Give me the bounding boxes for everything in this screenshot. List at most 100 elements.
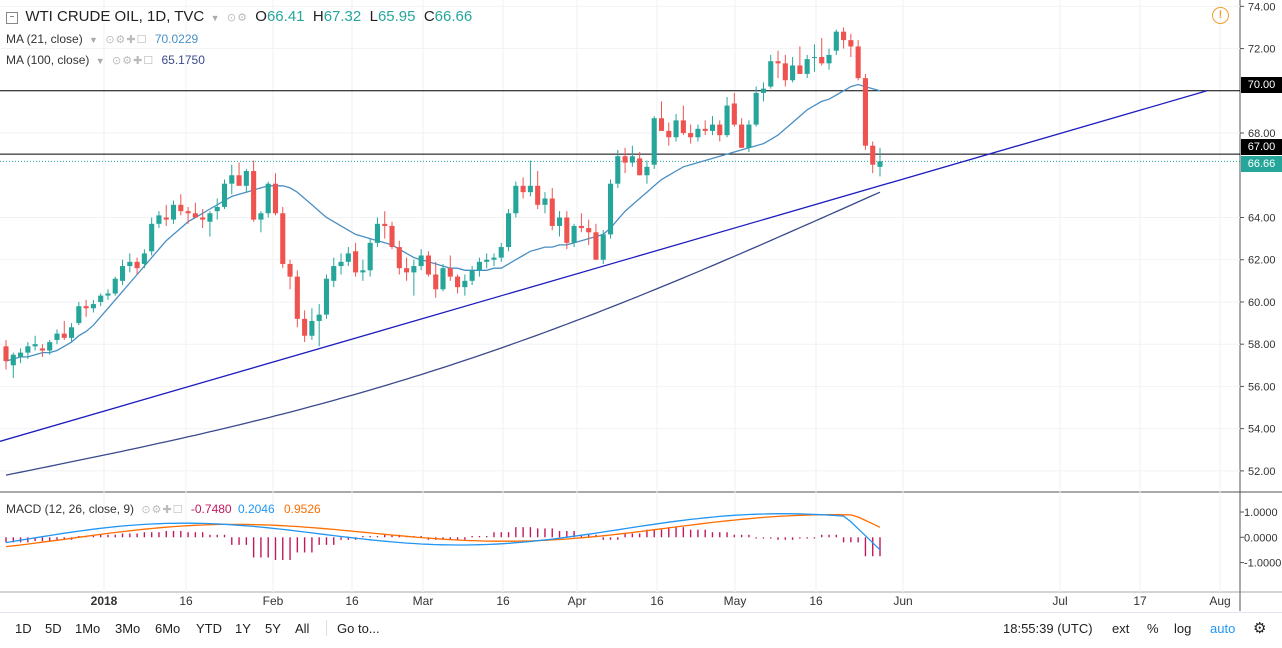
candle-body — [156, 215, 162, 224]
range-1d[interactable]: 1D — [15, 621, 32, 636]
candle-body — [622, 156, 628, 163]
candle-body — [491, 257, 497, 260]
ma21-value: 70.0229 — [154, 32, 199, 46]
candle-body — [731, 103, 737, 125]
price-tick-label: 56.00 — [1248, 381, 1276, 393]
candle-body — [877, 161, 883, 167]
bottom-toolbar: 1D 5D 1Mo 3Mo 6Mo YTD 1Y 5Y All Go to...… — [0, 612, 1282, 644]
candle-body — [265, 183, 271, 214]
range-all[interactable]: All — [295, 621, 310, 636]
candle-body — [178, 204, 184, 212]
range-3mo[interactable]: 3Mo — [115, 621, 141, 636]
price-tag-70: 70.00 — [1241, 77, 1282, 93]
candle-body — [367, 242, 373, 271]
ohlc-high: H67.32 — [312, 8, 362, 25]
candle-body — [629, 156, 635, 163]
candle-body — [207, 213, 213, 222]
candle-body — [658, 118, 665, 131]
time-tick-label: 16 — [345, 594, 359, 608]
candle-body — [607, 183, 614, 235]
candle-body — [294, 276, 300, 319]
candle-body — [170, 204, 177, 220]
range-6mo[interactable]: 6Mo — [155, 621, 181, 636]
price-tick-label: 62.00 — [1248, 255, 1276, 267]
candle-body — [374, 223, 380, 243]
ohlc-low: L65.95 — [369, 8, 416, 25]
range-1y[interactable]: 1Y — [235, 621, 251, 636]
ma100-dropdown-icon[interactable]: ▼ — [95, 56, 105, 66]
candle-body — [564, 217, 570, 243]
candle-body — [302, 318, 308, 336]
candle-body — [214, 206, 220, 212]
candle-body — [819, 57, 825, 64]
price-tick-label: 60.00 — [1248, 297, 1276, 309]
candle-body — [644, 166, 650, 176]
candle-body — [323, 278, 330, 315]
candle-body — [680, 120, 686, 134]
symbol-dropdown-icon[interactable]: ▼ — [210, 13, 220, 23]
ohlc-close: C66.66 — [423, 8, 473, 25]
candle-body — [338, 261, 344, 267]
range-5d[interactable]: 5D — [45, 621, 62, 636]
ma21-control-icons[interactable]: ⊙⚙✚☐ — [105, 34, 148, 46]
candle-body — [134, 261, 140, 269]
candle-body — [418, 255, 424, 267]
log-toggle[interactable]: log — [1174, 621, 1192, 636]
candle-body — [542, 198, 548, 205]
candle-body — [141, 253, 147, 264]
range-ytd[interactable]: YTD — [196, 621, 222, 636]
candle-body — [775, 61, 781, 64]
candle-body — [578, 225, 584, 229]
candle-body — [498, 247, 504, 258]
ma21-label[interactable]: MA (21, close) — [6, 32, 83, 46]
candle-body — [236, 175, 242, 186]
ma100-control-icons[interactable]: ⊙⚙✚☐ — [111, 55, 155, 67]
macd-label[interactable]: MACD (12, 26, close, 9) — [6, 502, 135, 516]
ma21-legend: MA (21, close) ▼ ⊙⚙✚☐ 70.0229 — [6, 32, 198, 46]
candle-body — [855, 46, 861, 79]
symbol-title[interactable]: WTI CRUDE OIL, 1D, TVC — [25, 8, 205, 25]
collapse-icon[interactable]: − — [6, 11, 18, 24]
ma100-label[interactable]: MA (100, close) — [6, 53, 90, 67]
candle-body — [105, 293, 111, 296]
candle-body — [535, 185, 541, 205]
time-tick-label: Apr — [568, 594, 587, 608]
alert-icon[interactable]: ! — [1212, 7, 1229, 24]
candle-body — [127, 261, 133, 267]
ma21-dropdown-icon[interactable]: ▼ — [89, 35, 98, 45]
candle-body — [229, 175, 235, 184]
candle-body — [484, 259, 490, 262]
ext-toggle[interactable]: ext — [1112, 621, 1130, 636]
candle-body — [695, 128, 701, 138]
time-tick-label: Feb — [263, 594, 284, 608]
auto-toggle[interactable]: auto — [1210, 621, 1236, 636]
macd-tick-label: 0.0000 — [1244, 532, 1278, 544]
price-tick-label: 64.00 — [1248, 212, 1276, 224]
time-tick-label: 16 — [496, 594, 510, 608]
percent-toggle[interactable]: % — [1147, 621, 1159, 636]
macd-control-icons[interactable]: ⊙⚙✚☐ — [141, 504, 184, 516]
price-tick-label: 54.00 — [1248, 424, 1276, 436]
settings-gear-icon[interactable]: ⚙ — [1253, 620, 1267, 637]
goto-button[interactable]: Go to... — [337, 621, 380, 636]
range-1mo[interactable]: 1Mo — [75, 621, 101, 636]
range-5y[interactable]: 5Y — [265, 621, 281, 636]
candle-body — [571, 225, 577, 243]
candle-body — [382, 223, 388, 226]
time-tick-label: May — [724, 594, 747, 608]
macd-tick-label: 1.0000 — [1244, 507, 1278, 519]
candle-body — [200, 217, 206, 220]
time-tick-label: 2018 — [91, 594, 118, 608]
legend-settings-icons[interactable]: ⊙⚙ — [226, 12, 248, 24]
candle-body — [272, 183, 279, 214]
candle-body — [462, 280, 468, 288]
candle-body — [469, 270, 475, 281]
clock-display: 18:55:39 (UTC) — [1003, 621, 1093, 636]
candle-body — [637, 158, 643, 176]
candle-body — [331, 266, 337, 281]
macd-legend: MACD (12, 26, close, 9) ⊙⚙✚☐ -0.7480 0.2… — [6, 502, 321, 516]
candle-body — [476, 261, 482, 271]
candle-body — [389, 225, 395, 248]
